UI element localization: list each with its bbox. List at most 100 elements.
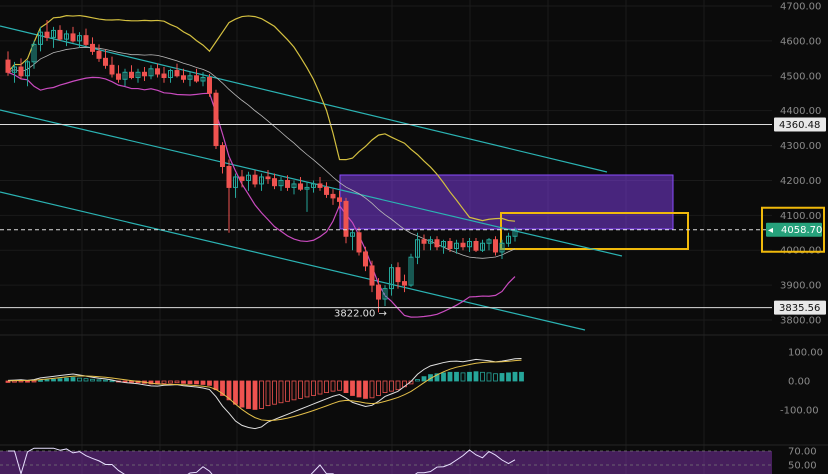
candle-up: [246, 174, 251, 181]
candle-up: [200, 77, 206, 82]
candle-up: [51, 29, 56, 38]
candle-down: [142, 71, 147, 77]
candle-down: [337, 197, 342, 202]
candle-down: [220, 145, 225, 167]
candle-down: [265, 176, 271, 180]
macd-line: [7, 357, 522, 430]
macd-histogram-bar: [25, 380, 30, 383]
price-tick-label: 4100.00: [780, 211, 821, 222]
macd-histogram-bar: [512, 371, 518, 382]
current-price-tag: [766, 222, 822, 237]
macd-histogram-bar: [51, 378, 56, 382]
macd-histogram-bar: [285, 380, 290, 402]
candle-up: [304, 186, 310, 190]
macd-histogram-bar: [324, 380, 329, 394]
candle-up: [480, 242, 485, 251]
level-tag: [774, 300, 826, 315]
macd-histogram-bar: [441, 372, 446, 382]
candle-down: [330, 193, 336, 199]
macd-histogram-bar: [109, 380, 115, 383]
rsi-panel: [0, 447, 772, 474]
macd-histogram-bar: [18, 380, 24, 383]
candle-up: [135, 71, 141, 79]
candle-down: [103, 57, 108, 66]
channel-line-2: [0, 109, 623, 257]
macd-histogram-bar: [5, 380, 11, 383]
macd-histogram-bar: [77, 377, 82, 382]
price-tick-label: 4700.00: [780, 2, 821, 13]
macd-histogram-bar: [389, 380, 394, 392]
candle-up: [506, 235, 511, 244]
level-tag-label: 4360.48: [779, 120, 820, 131]
macd-histogram-bar: [226, 380, 232, 401]
bb-lower-line: [7, 71, 516, 318]
macd-histogram-bar: [90, 378, 95, 382]
candle-down: [5, 59, 11, 73]
candle-down: [207, 77, 212, 94]
level-tag: [774, 117, 826, 132]
candle-up: [350, 232, 355, 237]
macd-histogram-bar: [356, 380, 362, 398]
candle-up: [311, 183, 316, 188]
macd-histogram-bar: [239, 380, 245, 408]
level-tag-label: 3835.56: [779, 303, 820, 314]
candle-down: [252, 174, 258, 185]
macd-histogram-bar: [181, 380, 186, 384]
candle-down: [324, 186, 329, 195]
macd-histogram-bar: [447, 371, 453, 382]
macd-tick-label: 100.00: [788, 348, 823, 359]
macd-histogram-bar: [194, 380, 199, 385]
rsi-tick-label: 50.00: [788, 461, 817, 472]
candle-up: [12, 66, 17, 73]
macd-histogram-bar: [259, 380, 264, 409]
candle-up: [25, 61, 30, 77]
price-tick-label: 4300.00: [780, 141, 821, 152]
candle-down: [421, 239, 427, 244]
macd-histogram-bar: [31, 380, 37, 383]
candle-down: [161, 73, 167, 79]
price-tick-label: 3800.00: [780, 316, 821, 327]
current-price-label: 4058.70: [781, 225, 822, 236]
macd-histogram-bar: [298, 380, 303, 399]
candle-down: [402, 281, 407, 286]
candle-up: [64, 33, 69, 40]
candle-up: [122, 71, 128, 80]
macd-histogram-bar: [454, 371, 459, 382]
candle-down: [434, 239, 440, 248]
macd-histogram-bar: [473, 371, 479, 382]
macd-histogram-bar: [44, 379, 50, 382]
candle-up: [441, 241, 446, 248]
macd-tick-label: 0.00: [788, 377, 810, 388]
macd-histogram-bar: [330, 380, 336, 392]
candle-down: [194, 75, 199, 82]
candle-up: [454, 242, 459, 249]
candle-up: [382, 288, 388, 300]
candle-down: [272, 178, 277, 187]
zone-overlays: [339, 174, 689, 250]
macd-histogram-bar: [506, 372, 511, 382]
macd-histogram-bar: [467, 371, 472, 382]
macd-histogram-bar: [376, 380, 381, 396]
candle-down: [83, 35, 89, 45]
rsi-tick-label: 70.00: [788, 447, 817, 458]
macd-histogram-bar: [291, 380, 297, 401]
macd-histogram-bar: [317, 380, 323, 395]
macd-histogram-bar: [415, 379, 420, 382]
candle-down: [376, 284, 381, 300]
price-tick-label: 4400.00: [780, 106, 821, 117]
candle-down: [129, 71, 134, 79]
macd-histogram-bar: [395, 380, 401, 391]
macd-histogram-bar: [246, 380, 251, 409]
candle-down: [18, 66, 24, 77]
current-price-frame: [761, 206, 825, 253]
candle-up: [486, 239, 492, 244]
macd-histogram-bar: [304, 380, 310, 398]
candle-up: [77, 35, 82, 42]
signal-line: [7, 359, 522, 421]
price-tick-label: 3900.00: [780, 281, 821, 292]
channel-line-1: [0, 25, 608, 173]
candle-down: [181, 75, 186, 80]
candle-up: [467, 241, 472, 248]
macd-histogram-bar: [460, 372, 466, 382]
